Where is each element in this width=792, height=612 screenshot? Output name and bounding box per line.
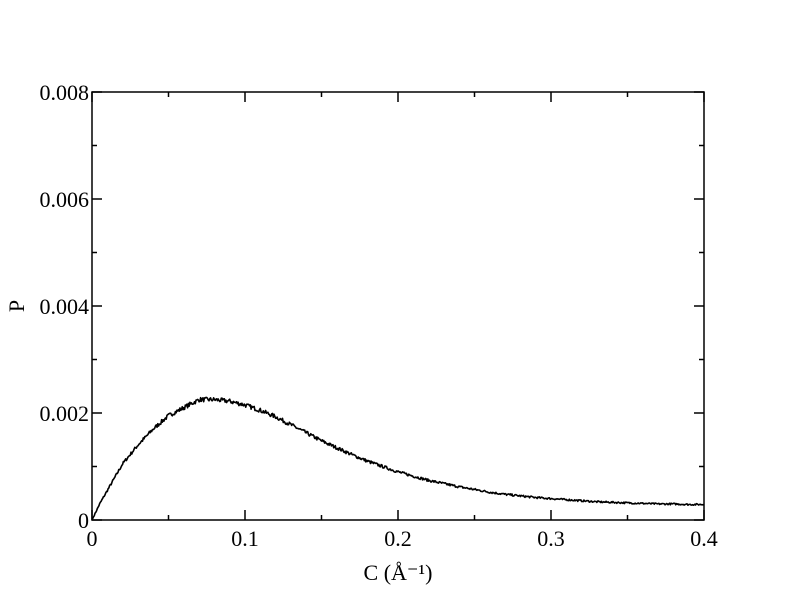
y-tick-label: 0.004 <box>40 294 90 319</box>
x-axis-label: C (Å⁻¹) <box>364 560 433 585</box>
y-tick-label: 0.008 <box>40 80 90 105</box>
y-tick-label: 0.006 <box>40 187 90 212</box>
x-tick-label: 0.4 <box>690 526 718 551</box>
plot-frame <box>91 91 705 521</box>
x-tick-label: 0 <box>87 526 98 551</box>
y-tick-label: 0.002 <box>40 401 90 426</box>
x-tick-label: 0.1 <box>231 526 259 551</box>
y-tick-label: 0 <box>78 508 89 533</box>
x-tick-label: 0.3 <box>537 526 565 551</box>
series-line <box>91 396 705 521</box>
tick-labels: 0 0.1 0.2 0.3 0.4 0 0.002 0.004 0.006 0.008 <box>40 80 718 551</box>
y-axis-label: P <box>4 300 29 312</box>
x-tick-label: 0.2 <box>384 526 412 551</box>
